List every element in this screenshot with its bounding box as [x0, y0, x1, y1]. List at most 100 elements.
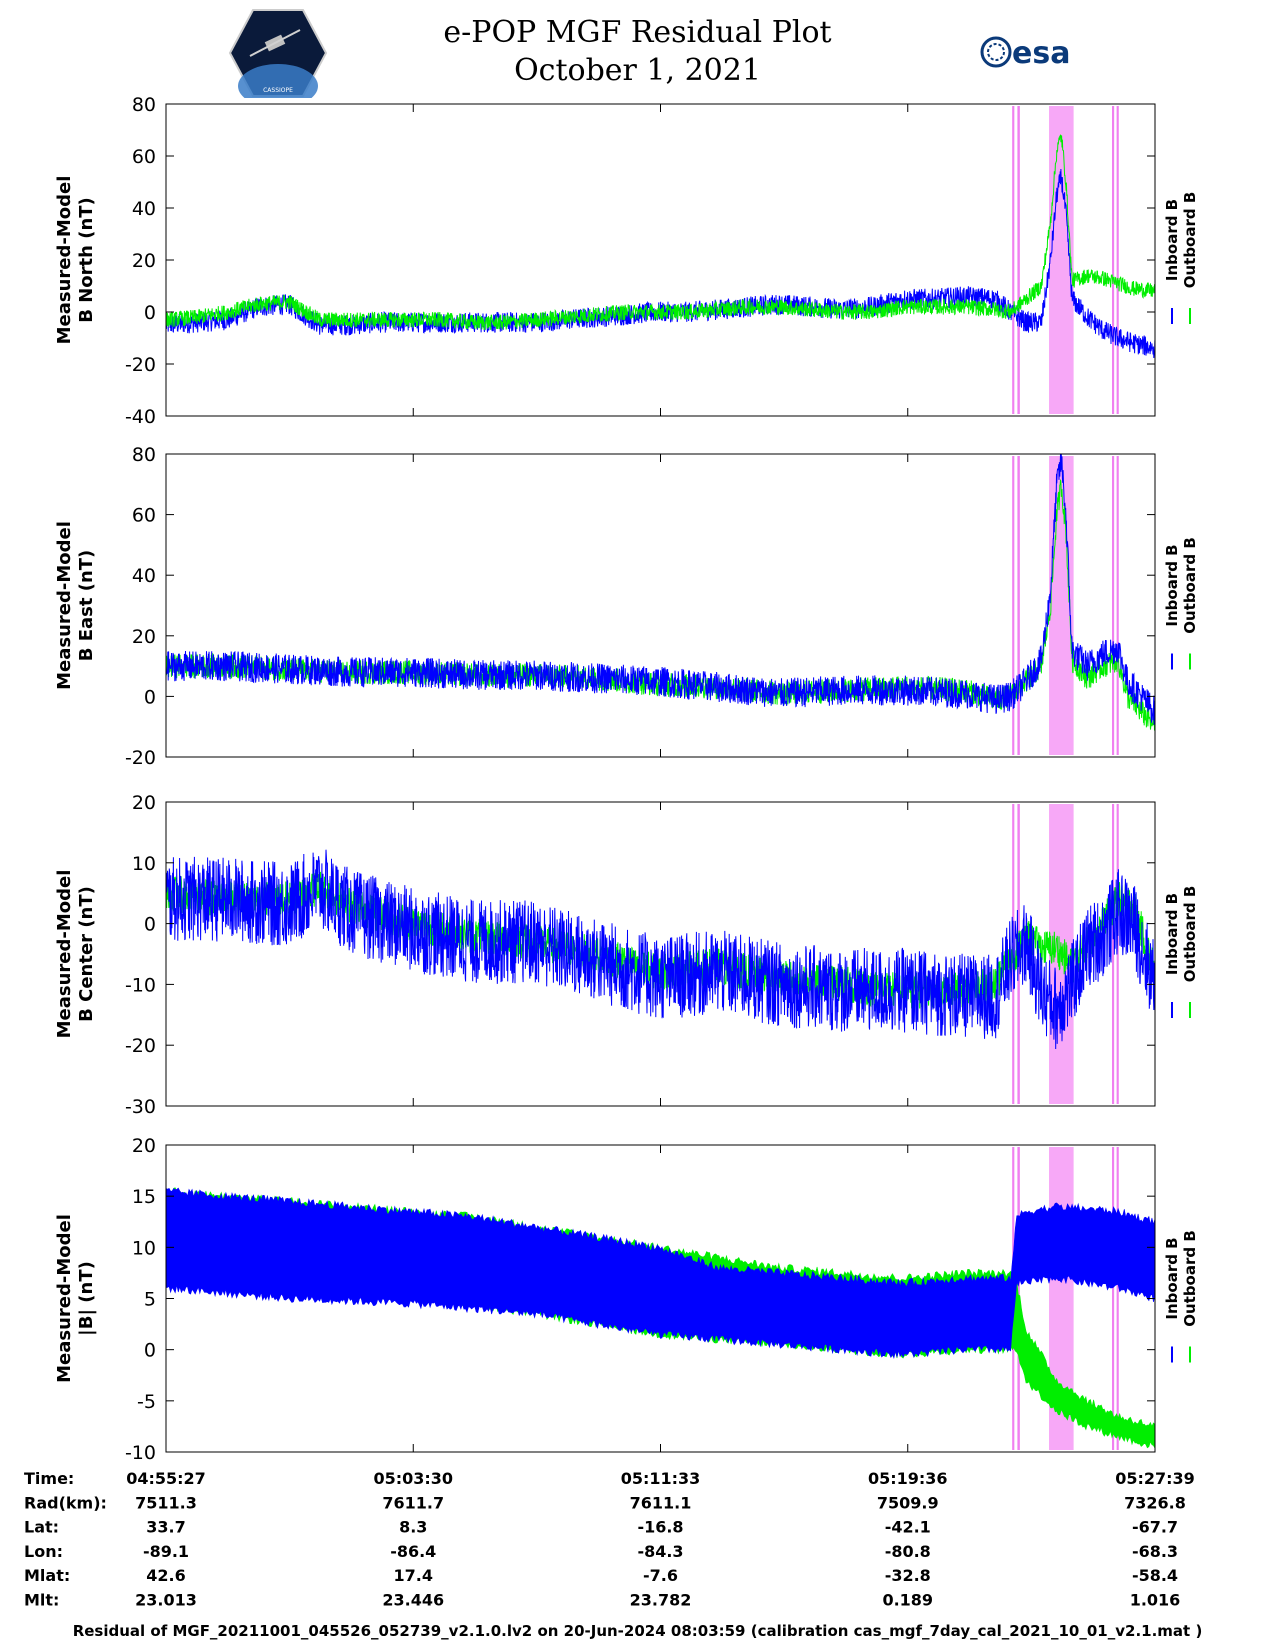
table-cell: -67.7	[1132, 1518, 1178, 1537]
chart-panel: 20 15 10 5 0 -5 -10 Measured-Model|B| (nT) Inboa…	[54, 1135, 1199, 1464]
table-cell: -80.8	[885, 1542, 931, 1561]
plot-frame	[165, 103, 1156, 417]
table-cell: -16.8	[637, 1518, 683, 1537]
table-cell: 23.446	[382, 1591, 444, 1610]
y-tick-label: 80	[132, 94, 156, 116]
series-band	[165, 1187, 1156, 1360]
highlight-interval	[1112, 1147, 1115, 1450]
y-tick-label: -30	[125, 1096, 156, 1118]
cassiope-logo: CASSIOPE	[228, 9, 328, 98]
y-axis-label-line: B Center (nT)	[76, 886, 97, 1022]
legend-inboard-label: Inboard B	[1163, 1237, 1181, 1319]
table-cell: 7326.8	[1124, 1493, 1186, 1512]
table-cell: -32.8	[885, 1566, 931, 1585]
legend-outboard-label: Outboard B	[1181, 192, 1199, 289]
chart-panel: 20 10 0 -10 -20 -30 Measured-ModelB Center (nT…	[54, 792, 1199, 1118]
table-row-label: Mlat:	[24, 1566, 70, 1585]
table-cell: -89.1	[143, 1542, 189, 1561]
table-cell: 05:27:39	[1115, 1469, 1195, 1488]
y-tick-label: 20	[132, 626, 156, 648]
y-tick-label: 5	[144, 1289, 156, 1311]
y-axis-label-line: |B| (nT)	[76, 1261, 97, 1336]
table-cell: 42.6	[146, 1566, 185, 1585]
y-tick-label: -20	[125, 354, 156, 376]
y-tick-label: 80	[132, 444, 156, 466]
table-cell: 05:11:33	[621, 1469, 701, 1488]
y-tick-label: 0	[144, 302, 156, 324]
table-cell: 33.7	[146, 1518, 185, 1537]
table-cell: 7611.7	[382, 1493, 444, 1512]
highlight-interval	[1017, 456, 1020, 755]
table-cell: 05:19:36	[868, 1469, 948, 1488]
esa-logo: esa	[980, 36, 1070, 71]
y-tick-label: 60	[132, 146, 156, 168]
highlight-interval	[1112, 456, 1115, 755]
y-tick-label: -10	[125, 974, 156, 996]
table-cell: 04:55:27	[126, 1469, 206, 1488]
table-cell: 0.189	[882, 1591, 933, 1610]
y-tick-label: -10	[125, 1442, 156, 1464]
y-axis-label: Measured-ModelB North (nT)	[54, 176, 97, 345]
table-cell: 7611.1	[630, 1493, 692, 1512]
y-tick-label: -20	[125, 1035, 156, 1057]
highlight-interval	[1112, 106, 1115, 414]
table-row-label: Lat:	[24, 1518, 59, 1537]
title-line-1: e-POP MGF Residual Plot	[443, 15, 832, 50]
highlight-interval	[1116, 1147, 1119, 1450]
y-axis-label-line: Measured-Model	[54, 870, 75, 1039]
table-cell: 7509.9	[877, 1493, 939, 1512]
table-cell: 17.4	[394, 1566, 433, 1585]
y-tick-label: 0	[144, 914, 156, 936]
chart-panel: 80 60 40 20 0 -20 Measured-ModelB East (nT) Inb…	[54, 444, 1199, 769]
y-axis-label: Measured-ModelB Center (nT)	[54, 870, 97, 1039]
y-axis-label: Measured-Model|B| (nT)	[54, 1214, 97, 1383]
table-row-label: Time:	[24, 1469, 74, 1488]
series-line	[165, 453, 1156, 725]
y-axis-label-line: B East (nT)	[76, 550, 97, 662]
y-tick-label: 15	[132, 1186, 156, 1208]
y-tick-label: 20	[132, 250, 156, 272]
table-cell: 1.016	[1130, 1591, 1181, 1610]
y-axis-label: Measured-ModelB East (nT)	[54, 521, 97, 690]
highlight-interval	[1116, 804, 1119, 1104]
plot-frame	[165, 453, 1156, 758]
esa-logo-text: esa	[1012, 36, 1070, 71]
table-cell: 8.3	[399, 1518, 427, 1537]
y-axis-label-line: Measured-Model	[54, 1214, 75, 1383]
y-tick-label: 10	[132, 1237, 156, 1259]
title-line-2: October 1, 2021	[514, 53, 761, 88]
legend-outboard-label: Outboard B	[1181, 537, 1199, 634]
y-axis-label-line: B North (nT)	[76, 197, 97, 323]
highlight-interval	[1017, 106, 1020, 414]
legend-inboard-label: Inboard B	[1163, 544, 1181, 626]
table-row-label: Rad(km):	[24, 1493, 107, 1512]
table-cell: -86.4	[390, 1542, 436, 1561]
table-row-label: Mlt:	[24, 1591, 59, 1610]
y-tick-label: 40	[132, 565, 156, 587]
table-cell: -7.6	[643, 1566, 678, 1585]
legend-outboard-label: Outboard B	[1181, 886, 1199, 983]
chart-panel: 80 60 40 20 0 -20 -40 Measured-ModelB North (nT…	[54, 94, 1199, 428]
series-line	[165, 168, 1156, 359]
y-tick-label: 60	[132, 505, 156, 527]
legend-inboard-label: Inboard B	[1163, 199, 1181, 281]
table-cell: -42.1	[885, 1518, 931, 1537]
footer-caption: Residual of MGF_20211001_045526_052739_v…	[72, 1622, 1203, 1640]
y-tick-label: 20	[132, 1135, 156, 1157]
chart-title: e-POP MGF Residual Plot October 1, 2021	[0, 14, 1275, 90]
cassiope-logo-text: CASSIOPE	[263, 87, 293, 94]
highlight-interval	[1116, 106, 1119, 414]
y-tick-label: 40	[132, 198, 156, 220]
table-cell: -84.3	[637, 1542, 683, 1561]
y-tick-label: 0	[144, 1340, 156, 1362]
legend-outboard-label: Outboard B	[1181, 1230, 1199, 1327]
table-cell: 7511.3	[135, 1493, 197, 1512]
y-axis-label-line: Measured-Model	[54, 521, 75, 690]
table-cell: -58.4	[1132, 1566, 1178, 1585]
y-tick-label: 20	[132, 792, 156, 814]
y-tick-label: 0	[144, 686, 156, 708]
table-cell: 05:03:30	[373, 1469, 453, 1488]
highlight-interval	[1116, 456, 1119, 755]
y-tick-label: -5	[137, 1391, 156, 1413]
y-tick-label: 10	[132, 853, 156, 875]
